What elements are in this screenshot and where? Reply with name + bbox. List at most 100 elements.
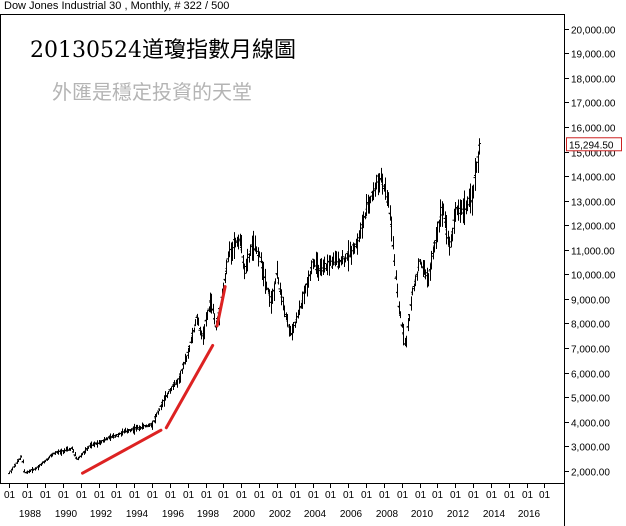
ohlc-bar — [347, 240, 350, 272]
x-month-tick-label: 01 — [254, 490, 266, 501]
ohlc-bar — [185, 351, 188, 363]
ohlc-bar — [335, 251, 338, 265]
ohlc-bar — [225, 258, 228, 275]
ohlc-bar — [194, 316, 197, 327]
x-year-tick-label: 2014 — [483, 509, 506, 520]
ohlc-bar — [295, 312, 298, 324]
ohlc-bar — [430, 250, 433, 270]
x-month-tick-label: 01 — [4, 490, 16, 501]
x-month-tick-label: 01 — [129, 490, 141, 501]
ohlc-bar — [109, 433, 112, 441]
x-year-tick-label: 1988 — [19, 509, 42, 520]
ohlc-bar — [213, 313, 216, 327]
last-price-box — [566, 137, 622, 152]
ohlc-bar — [103, 437, 106, 443]
x-year-tick-label: 2004 — [304, 509, 327, 520]
ohlc-bar — [323, 256, 326, 273]
x-month-tick-label: 01 — [522, 490, 534, 501]
ohlc-bar — [369, 195, 372, 204]
ohlc-bar — [289, 325, 292, 337]
y-tick-label: 7,000.00 — [571, 345, 610, 356]
ohlc-bar — [182, 361, 185, 370]
ohlc-bar — [298, 300, 301, 316]
x-month-tick-label: 01 — [165, 490, 177, 501]
ohlc-bar — [378, 173, 381, 193]
y-tick-label: 6,000.00 — [571, 370, 610, 381]
y-tick-label: 3,000.00 — [571, 443, 610, 454]
ohlc-bar — [344, 253, 347, 263]
x-year-tick-label: 1992 — [90, 509, 113, 520]
x-month-tick-label: 01 — [94, 490, 106, 501]
ohlc-bar — [155, 412, 158, 418]
x-month-tick-label: 01 — [415, 490, 427, 501]
trend-line — [164, 343, 215, 430]
last-price-label: 15,294.50 — [569, 140, 614, 151]
ohlc-bar — [127, 428, 130, 433]
ohlc-bar — [286, 314, 289, 328]
ohlc-bar — [243, 263, 246, 280]
ohlc-bar — [210, 293, 213, 314]
ohlc-bar — [280, 289, 283, 306]
ohlc-bar — [451, 219, 454, 242]
y-tick-label: 11,000.00 — [571, 247, 615, 258]
ohlc-bar — [197, 317, 200, 331]
instrument-header: Dow Jones Industrial 30 , Monthly, # 322… — [4, 0, 230, 12]
ohlc-bar — [81, 452, 84, 456]
ohlc-bar — [273, 282, 276, 301]
ohlc-bar — [365, 193, 368, 219]
ohlc-bar — [475, 156, 478, 173]
ohlc-bar — [320, 258, 323, 277]
ohlc-bar — [173, 380, 176, 387]
ohlc-bar — [17, 458, 20, 463]
ohlc-bar — [124, 427, 127, 433]
y-tick-label: 15,000.00 — [571, 149, 616, 160]
ohlc-bar — [433, 240, 436, 253]
x-month-tick-label: 01 — [486, 490, 498, 501]
ohlc-bar — [191, 327, 194, 344]
ohlc-bar — [420, 260, 423, 269]
ohlc-bar — [448, 236, 451, 256]
x-month-tick-label: 01 — [397, 490, 409, 501]
ohlc-bar — [384, 177, 387, 200]
ohlc-bar — [410, 293, 413, 311]
x-year-tick-label: 1998 — [197, 509, 220, 520]
trend-line — [215, 285, 227, 328]
ohlc-bar — [148, 423, 151, 428]
ohlc-bar — [460, 200, 463, 215]
y-tick-label: 12,000.00 — [571, 222, 616, 233]
ohlc-bar — [246, 248, 249, 272]
ohlc-bar — [231, 241, 234, 262]
x-month-tick-label: 01 — [325, 490, 337, 501]
ohlc-bar — [329, 255, 332, 266]
ohlc-bar — [411, 285, 414, 296]
x-month-tick-label: 01 — [308, 490, 320, 501]
ohlc-bar — [362, 211, 365, 229]
y-tick-label: 4,000.00 — [571, 419, 610, 430]
y-tick-label: 17,000.00 — [571, 99, 616, 110]
ohlc-bar — [372, 182, 375, 201]
ohlc-bar — [427, 270, 430, 287]
ohlc-bar — [265, 282, 268, 291]
ohlc-bar — [436, 221, 439, 243]
ohlc-bar — [84, 447, 87, 454]
ohlc-bar — [417, 258, 420, 273]
ohlc-bar — [252, 230, 255, 261]
y-tick-label: 5,000.00 — [571, 394, 610, 405]
ohlc-bar — [356, 233, 359, 255]
x-year-tick-label: 2010 — [411, 509, 434, 520]
x-month-tick-label: 01 — [147, 490, 159, 501]
ohlc-bar — [237, 234, 240, 250]
x-month-tick-label: 01 — [183, 490, 195, 501]
ohlc-bar — [457, 199, 460, 221]
ohlc-bar — [106, 437, 109, 441]
y-tick-label: 9,000.00 — [571, 296, 610, 307]
ohlc-bar — [203, 320, 206, 340]
x-year-tick-label: 1994 — [126, 509, 149, 520]
y-tick-label: 20,000.00 — [571, 26, 616, 37]
ohlc-bar — [310, 260, 313, 275]
x-month-tick-label: 01 — [40, 490, 52, 501]
ohlc-bar — [145, 424, 148, 428]
x-year-tick-label: 1996 — [162, 509, 185, 520]
